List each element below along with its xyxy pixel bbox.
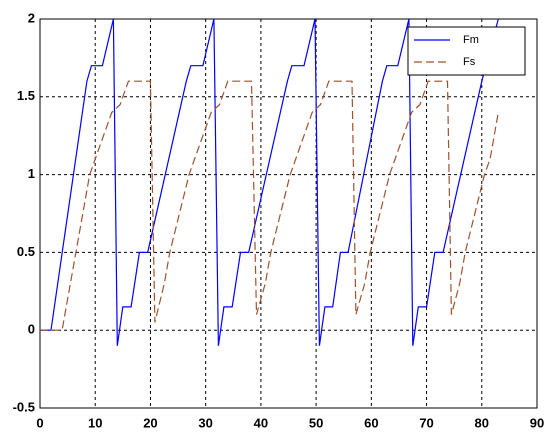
y-tick-label: 2 [28, 10, 35, 25]
legend-label: Fm [463, 34, 479, 46]
y-tick-label: 0 [28, 322, 35, 337]
x-tick-label: 10 [88, 415, 102, 430]
x-tick-label: 60 [364, 415, 378, 430]
y-tick-label: -0.5 [13, 399, 35, 414]
y-tick-label: 1 [28, 166, 35, 181]
x-tick-label: 40 [254, 415, 268, 430]
plot-area [40, 19, 537, 408]
x-tick-label: 50 [309, 415, 323, 430]
plot-frame [39, 18, 538, 409]
x-tick-label: 30 [198, 415, 212, 430]
x-tick-label: 20 [143, 415, 157, 430]
line [40, 18, 499, 346]
x-tick-label: 90 [530, 415, 544, 430]
y-tick-label: 0.5 [17, 244, 35, 259]
legend-label: Fs [463, 56, 476, 68]
y-tick-label: 1.5 [17, 88, 35, 103]
x-tick-label: 70 [419, 415, 433, 430]
x-tick-label: 0 [36, 415, 43, 430]
legend [407, 26, 526, 76]
line [40, 80, 499, 331]
x-tick-label: 80 [475, 415, 489, 430]
